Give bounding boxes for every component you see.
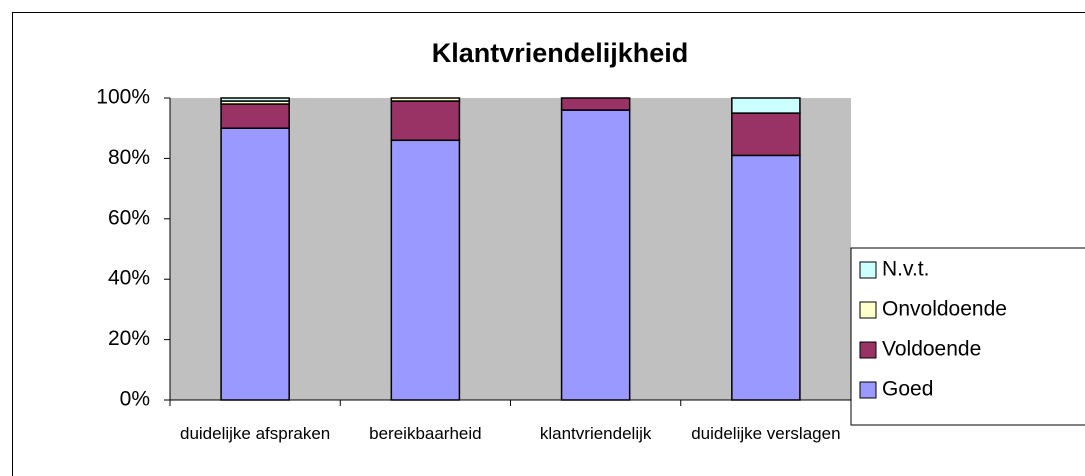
- bar-segment: [390, 139, 461, 401]
- legend-swatch: [859, 341, 877, 359]
- x-tick-label: duidelijke verslagen: [691, 424, 841, 443]
- legend-box: [850, 247, 1085, 426]
- y-tick-label: 60%: [108, 206, 150, 229]
- legend-label: Voldoende: [882, 338, 981, 361]
- bar-segment: [390, 97, 461, 102]
- bar-segment: [560, 109, 631, 401]
- legend-swatch: [859, 261, 877, 279]
- bar-segment: [731, 154, 801, 401]
- x-tick-label: klantvriendelijk: [539, 424, 652, 443]
- legend-label: Goed: [882, 378, 933, 401]
- bar-segment: [560, 97, 631, 111]
- chart-title: Klantvriendelijkheid: [432, 38, 689, 68]
- y-tick-label: 100%: [96, 86, 150, 109]
- bar-segment: [731, 112, 801, 157]
- bar-segment: [220, 97, 290, 102]
- bar-segment: [390, 100, 461, 142]
- legend-label: Onvoldoende: [882, 298, 1007, 321]
- x-tick-label: duidelijke afspraken: [179, 424, 331, 443]
- y-tick-label: 0%: [120, 388, 150, 411]
- y-tick-label: 40%: [108, 267, 150, 290]
- y-tick-label: 80%: [108, 146, 150, 169]
- y-tick-label: 20%: [108, 327, 150, 350]
- x-tick-label: bereikbaarheid: [369, 424, 482, 443]
- bar-segment: [220, 127, 290, 401]
- bar-segment: [220, 103, 290, 129]
- legend-swatch: [859, 301, 877, 319]
- bar-segment: [731, 97, 801, 114]
- legend-label: N.v.t.: [882, 258, 929, 281]
- legend-swatch: [859, 381, 877, 399]
